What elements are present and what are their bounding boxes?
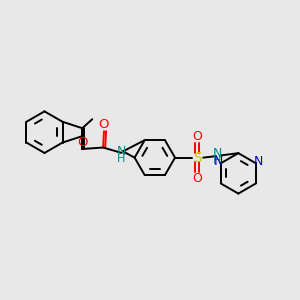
Text: O: O [99, 118, 109, 131]
Text: N: N [117, 145, 126, 158]
Text: O: O [77, 136, 88, 149]
Text: O: O [192, 130, 202, 143]
Text: H: H [117, 154, 126, 164]
Text: N: N [213, 147, 222, 160]
Text: S: S [193, 151, 202, 165]
Text: O: O [192, 172, 202, 185]
Text: H: H [213, 156, 222, 166]
Text: N: N [254, 155, 263, 168]
Text: N: N [214, 155, 223, 168]
